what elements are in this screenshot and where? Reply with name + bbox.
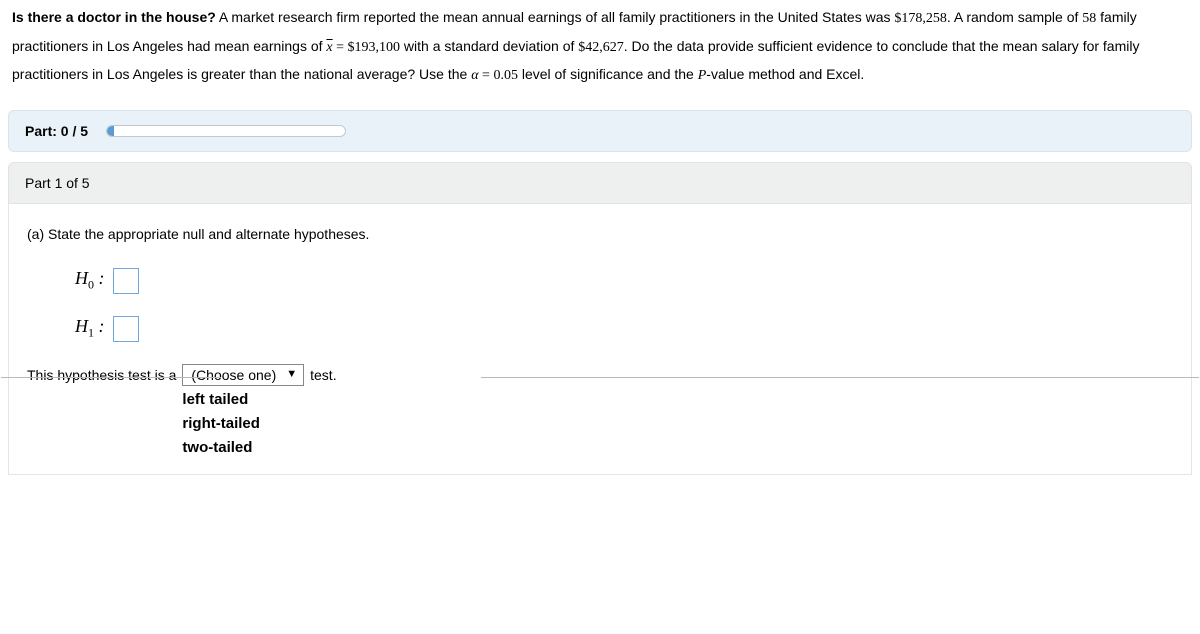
progress-bar-container: Part: 0 / 5 <box>8 110 1192 152</box>
progress-label: Part: 0 / 5 <box>25 123 88 139</box>
part-body: (a) State the appropriate null and alter… <box>8 204 1192 475</box>
h0-row: H0 : <box>75 268 1173 294</box>
chevron-down-icon: ▼ <box>286 369 297 380</box>
progress-fill <box>107 126 114 136</box>
progress-bar <box>106 125 346 137</box>
problem-title: Is there a doctor in the house? <box>12 9 216 25</box>
dropdown-options: left tailed right-tailed two-tailed <box>182 386 260 460</box>
h0-input[interactable] <box>113 268 139 294</box>
question-text: (a) State the appropriate null and alter… <box>27 226 1173 242</box>
h1-input[interactable] <box>113 316 139 342</box>
h1-row: H1 : <box>75 316 1173 342</box>
tail-sentence: This hypothesis test is a (Choose one) ▼… <box>27 364 1173 460</box>
option-two-tailed[interactable]: two-tailed <box>182 436 260 460</box>
tail-dropdown[interactable]: (Choose one) ▼ <box>182 364 304 386</box>
option-right-tailed[interactable]: right-tailed <box>182 412 260 436</box>
option-left-tailed[interactable]: left tailed <box>182 388 260 412</box>
problem-statement: Is there a doctor in the house? A market… <box>8 4 1192 98</box>
dropdown-placeholder: (Choose one) <box>191 367 276 383</box>
part-header: Part 1 of 5 <box>8 162 1192 204</box>
